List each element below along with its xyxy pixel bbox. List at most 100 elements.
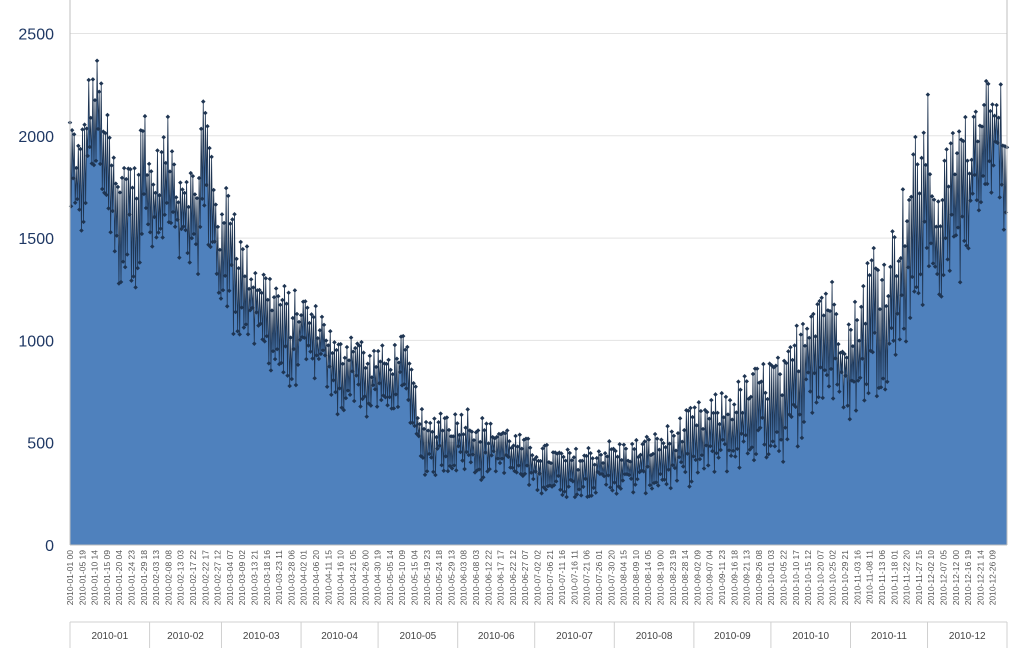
data-point-marker [296,319,302,325]
data-point-marker [528,470,534,475]
data-point-marker [566,484,571,489]
data-point-marker [386,357,391,363]
data-point-marker [610,488,615,493]
data-point-marker [291,346,297,352]
data-point-marker [809,314,814,319]
data-point-marker [435,446,440,451]
data-point-marker [832,356,838,361]
data-point-marker [397,369,403,375]
data-point-marker [223,185,229,191]
x-tick-label: 2010-12-16 19 [963,550,973,606]
data-point-marker [177,255,182,260]
data-point-marker [916,290,921,296]
data-point-marker [443,454,449,459]
data-point-marker [697,456,703,462]
data-point-marker [909,274,915,280]
data-point-marker [306,343,311,348]
data-point-marker [957,279,963,285]
data-point-marker [539,491,544,496]
data-point-marker [338,341,343,347]
data-point-marker [653,480,659,485]
data-point-marker [828,366,834,372]
data-point-marker [789,414,794,420]
data-point-marker [257,287,262,293]
data-point-marker [93,158,99,164]
data-point-marker [322,353,328,358]
data-point-marker [263,276,268,281]
series-area [70,60,1007,545]
data-point-marker [100,186,105,192]
x-tick-label: 2010-08-14 05 [643,550,653,606]
data-point-marker [475,428,481,433]
data-point-marker [373,364,379,370]
data-point-marker [319,314,325,320]
data-point-marker [75,196,80,202]
data-point-marker [315,336,321,341]
data-point-marker [864,381,869,387]
data-point-marker [713,392,718,397]
month-label: 2010-10 [792,631,829,642]
month-label: 2010-04 [321,631,358,642]
data-point-marker [719,390,725,396]
data-point-marker [548,460,554,466]
data-point-marker [224,304,230,309]
data-point-marker [288,335,293,340]
data-point-marker [505,428,510,433]
x-tick-label: 2010-04-16 10 [336,550,346,606]
data-point-marker [107,135,112,141]
data-point-marker [963,114,968,120]
data-point-marker [265,297,271,303]
data-point-marker [117,190,123,195]
data-point-marker [715,410,720,416]
data-point-marker [513,433,518,439]
data-point-marker [527,445,533,451]
data-point-marker [218,296,224,301]
data-point-marker [918,272,923,277]
data-point-marker [334,347,339,353]
data-point-marker [261,272,266,278]
x-tick-label: 2010-01-29 18 [139,550,149,606]
data-point-marker [308,349,313,354]
data-point-marker [628,476,634,481]
data-point-marker [956,129,962,134]
data-point-marker [863,321,868,327]
data-point-marker [368,403,374,408]
data-point-marker [607,439,612,444]
data-point-marker [69,128,75,133]
month-label: 2010-11 [871,631,907,642]
data-point-marker [762,442,767,447]
data-point-marker [342,355,348,361]
data-point-marker [618,486,624,491]
data-point-marker [679,439,685,445]
data-point-marker [436,420,441,425]
data-point-marker [375,348,381,354]
data-point-marker [652,431,658,437]
data-point-marker [72,200,78,205]
data-point-marker [396,360,402,365]
data-point-marker [950,130,956,136]
data-point-marker [431,469,436,475]
x-tick-label: 2010-04-11 15 [323,550,333,605]
data-point-marker [359,339,364,345]
data-point-marker [455,421,460,426]
data-point-marker [468,459,474,465]
data-point-marker [737,465,742,470]
y-tick-label: 1000 [18,333,54,350]
data-point-marker [484,421,489,426]
data-point-marker [723,394,729,400]
x-tick-label: 2010-02-13 03 [176,550,186,606]
data-point-marker [318,351,324,357]
data-point-marker [392,342,398,348]
data-point-marker [497,460,503,466]
data-point-marker [401,381,407,387]
data-point-marker [829,279,835,285]
data-point-marker [529,452,535,458]
data-point-marker [515,444,520,449]
data-point-marker [877,307,883,312]
data-point-marker [907,315,913,321]
data-point-marker [740,410,745,416]
data-point-marker [127,212,132,217]
data-point-marker [91,162,97,168]
data-point-marker [945,257,950,262]
